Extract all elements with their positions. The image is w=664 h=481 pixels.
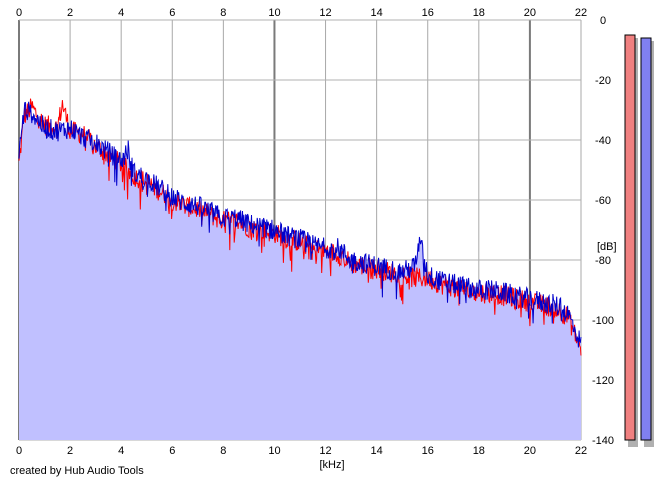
spectrum-fill (19, 101, 581, 441)
x-tick-label-top: 0 (16, 7, 22, 19)
y-tick-label: -140 (592, 435, 614, 447)
x-tick-label-bottom: 18 (473, 445, 485, 457)
y-tick-label: -20 (595, 75, 611, 87)
x-tick-label-top: 20 (524, 7, 536, 19)
series-lines (18, 98, 582, 356)
level-meters (624, 34, 654, 447)
y-axis-label: [dB] (597, 241, 617, 253)
y-tick-label: 0 (600, 15, 606, 27)
y-tick-label: -40 (595, 135, 611, 147)
y-tick-label: -60 (595, 195, 611, 207)
x-tick-label-top: 16 (422, 7, 434, 19)
x-tick-label-bottom: 16 (422, 445, 434, 457)
x-tick-label-top: 8 (220, 7, 226, 19)
x-tick-labels-top: 0 2 4 6 8 10 12 14 16 18 20 22 (16, 7, 587, 19)
x-tick-label-top: 2 (67, 7, 73, 19)
x-tick-label-top: 6 (169, 7, 175, 19)
x-tick-label-bottom: 2 (67, 445, 73, 457)
x-axis-label: [kHz] (319, 459, 344, 471)
x-tick-label-bottom: 0 (16, 445, 22, 457)
y-tick-labels: 0 -20 -40 -60 -80 -100 -120 -140 (592, 15, 614, 447)
x-tick-label-bottom: 4 (118, 445, 124, 457)
x-tick-label-top: 14 (371, 7, 383, 19)
x-tick-label-bottom: 8 (220, 445, 226, 457)
y-tick-label: -120 (592, 375, 614, 387)
x-tick-label-top: 18 (473, 7, 485, 19)
x-tick-labels-bottom: 0 2 4 6 8 10 12 14 16 18 20 22 (16, 445, 587, 457)
level-meter-bar (640, 37, 652, 441)
y-tick-label: -80 (595, 255, 611, 267)
x-tick-label-top: 4 (118, 7, 124, 19)
x-tick-label-bottom: 22 (575, 445, 587, 457)
series-line-blue (18, 101, 582, 348)
y-tick-label: -100 (592, 315, 614, 327)
spectrum-fill-area (19, 101, 581, 441)
x-tick-label-bottom: 20 (524, 445, 536, 457)
footer-credit: created by Hub Audio Tools (10, 465, 144, 477)
level-meter-bar (624, 34, 636, 441)
x-tick-label-bottom: 10 (268, 445, 280, 457)
x-tick-label-bottom: 14 (371, 445, 383, 457)
x-tick-label-top: 10 (268, 7, 280, 19)
x-tick-label-top: 22 (575, 7, 587, 19)
x-tick-label-bottom: 6 (169, 445, 175, 457)
x-tick-label-top: 12 (319, 7, 331, 19)
x-tick-label-bottom: 12 (319, 445, 331, 457)
